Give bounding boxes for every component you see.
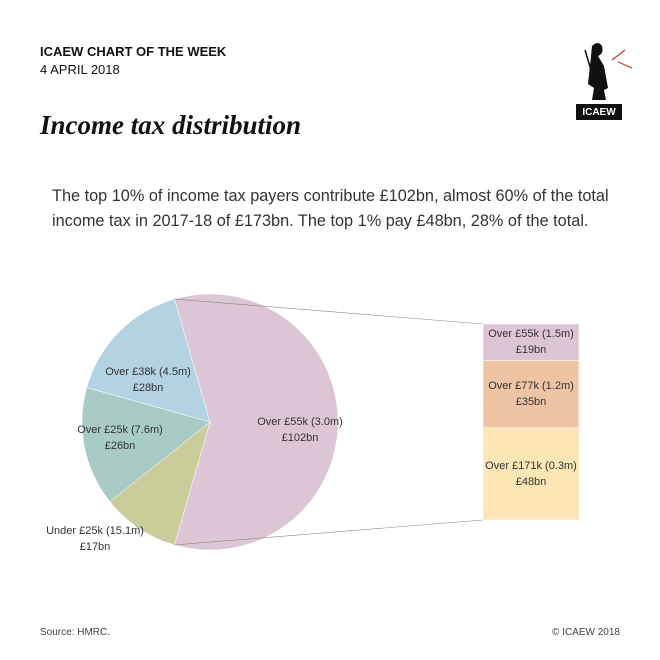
copyright: © ICAEW 2018 <box>552 627 620 638</box>
connector-line <box>174 519 484 546</box>
breakdown-segment <box>482 360 580 429</box>
slice-category: Over £55k (3.0m) <box>257 416 343 428</box>
subtitle: The top 10% of income tax payers contrib… <box>52 187 609 230</box>
pie-slice <box>86 298 211 423</box>
breakdown-segment <box>482 427 580 521</box>
segment-category: Over £171k (0.3m) <box>485 460 577 472</box>
slice-category: Over £25k (7.6m) <box>77 424 163 436</box>
slice-category: Over £38k (4.5m) <box>105 366 191 378</box>
slice-value-label: £26bn <box>105 440 136 452</box>
breakdown-segment <box>482 323 580 361</box>
chart-title: Income tax distribution <box>40 110 302 140</box>
segment-value-label: £35bn <box>516 396 547 408</box>
segment-category: Over £77k (1.2m) <box>488 380 574 392</box>
slice-value-label: £28bn <box>133 382 164 394</box>
date: 4 APRIL 2018 <box>40 62 120 77</box>
source: Source: HMRC. <box>40 627 111 638</box>
chart: ICAEW Over £55k (3.0m) £102bn Under £25k (… <box>46 43 633 553</box>
slice-category: Under £25k (15.1m) <box>46 525 144 537</box>
pie-slice <box>174 293 339 551</box>
segment-value-label: £48bn <box>516 476 547 488</box>
kicker: ICAEW CHART OF THE WEEK <box>40 44 227 59</box>
segment-value-label: £19bn <box>516 344 547 356</box>
logo-text: ICAEW <box>582 107 616 118</box>
logo: ICAEW <box>576 43 633 120</box>
slice-value-label: £17bn <box>80 541 111 553</box>
slice-value-label: £102bn <box>282 432 319 444</box>
leader-line <box>134 524 139 529</box>
pie-slice <box>81 387 211 503</box>
connector-line <box>174 298 484 325</box>
segment-category: Over £55k (1.5m) <box>488 328 574 340</box>
